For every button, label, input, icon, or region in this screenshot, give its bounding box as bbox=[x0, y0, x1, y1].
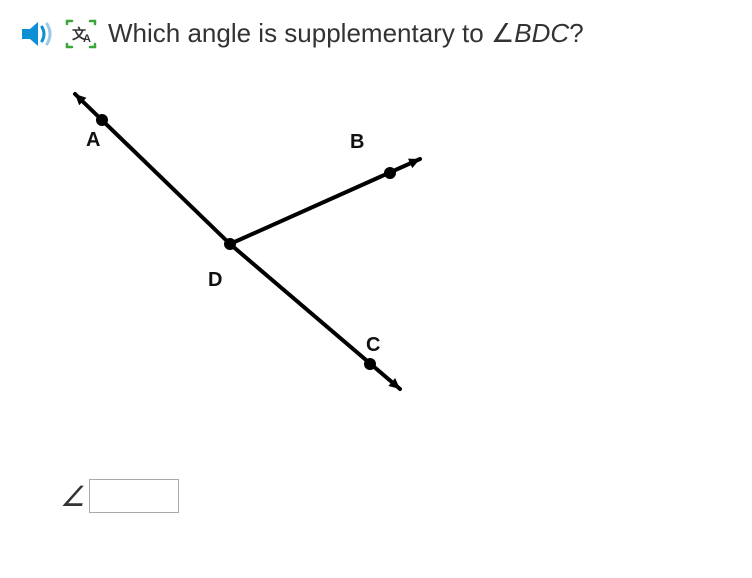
translate-icon[interactable]: 文 A bbox=[64, 19, 98, 49]
point-label-a: A bbox=[86, 129, 100, 152]
answer-row: ∠ bbox=[60, 479, 732, 513]
angle-diagram: A B C D bbox=[50, 79, 450, 419]
answer-angle-symbol: ∠ bbox=[60, 480, 85, 513]
speaker-icon[interactable] bbox=[20, 19, 54, 49]
angle-name: BDC bbox=[514, 18, 569, 48]
point-label-c: C bbox=[366, 334, 380, 357]
point-label-d: D bbox=[208, 269, 222, 292]
point-label-b: B bbox=[350, 131, 364, 154]
angle-symbol: ∠ bbox=[491, 18, 514, 48]
diagram-svg bbox=[50, 79, 450, 419]
question-row: 文 A Which angle is supplementary to ∠BDC… bbox=[20, 18, 732, 49]
question-suffix: ? bbox=[569, 18, 583, 48]
svg-text:A: A bbox=[83, 33, 91, 45]
question-text: Which angle is supplementary to ∠BDC? bbox=[108, 18, 584, 49]
answer-input[interactable] bbox=[89, 479, 179, 513]
question-prefix: Which angle is supplementary to bbox=[108, 18, 491, 48]
